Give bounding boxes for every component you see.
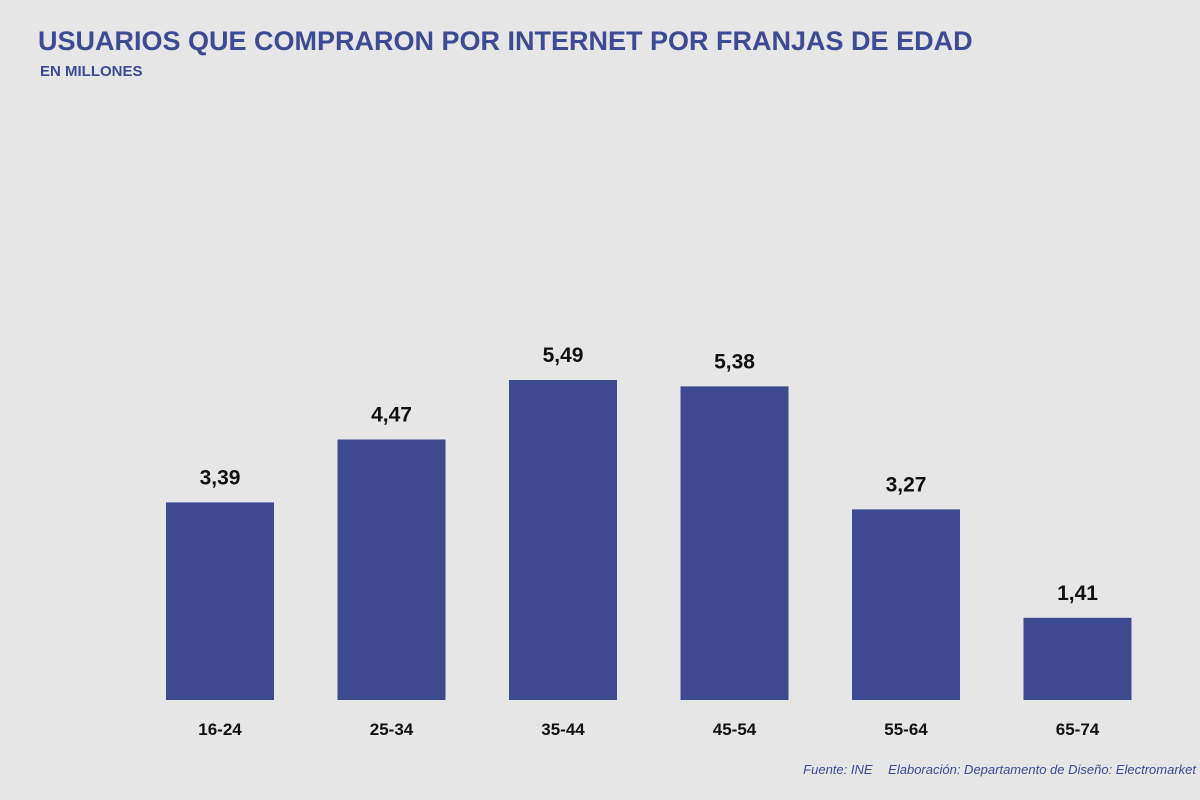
bar-35-44 [509,380,617,700]
value-label-55-64: 3,27 [886,473,927,496]
value-label-45-54: 5,38 [714,350,755,373]
credit-note: Elaboración: Departamento de Diseño: Ele… [888,762,1196,777]
x-tick-label-65-74: 65-74 [1056,720,1100,739]
bar-55-64 [852,509,960,700]
x-tick-label-45-54: 45-54 [713,720,757,739]
value-label-25-34: 4,47 [371,404,412,427]
chart-subtitle: EN MILLONES [40,63,143,80]
value-label-65-74: 1,41 [1057,582,1098,605]
x-tick-label-55-64: 55-64 [884,720,928,739]
bar-65-74 [1023,617,1132,700]
source-note: Fuente: INE [803,762,873,777]
bars-layer [166,380,1132,700]
x-tick-label-35-44: 35-44 [541,720,585,739]
value-label-16-24: 3,39 [200,466,241,489]
chart-title: USUARIOS QUE COMPRARON POR INTERNET POR … [38,26,973,56]
bar-16-24 [166,502,274,700]
x-tick-label-25-34: 25-34 [370,720,414,739]
x-axis-tick-labels: 16-24 25-34 35-44 45-54 55-64 65-74 [198,720,1100,739]
value-labels-layer: 3,39 4,47 5,49 5,38 3,27 1,41 [200,344,1099,605]
bar-45-54 [680,386,789,700]
x-tick-label-16-24: 16-24 [198,720,242,739]
chart-footer: Fuente: INE Elaboración: Departamento de… [803,762,1196,777]
bar-25-34 [337,439,446,700]
value-label-35-44: 5,49 [543,344,584,367]
